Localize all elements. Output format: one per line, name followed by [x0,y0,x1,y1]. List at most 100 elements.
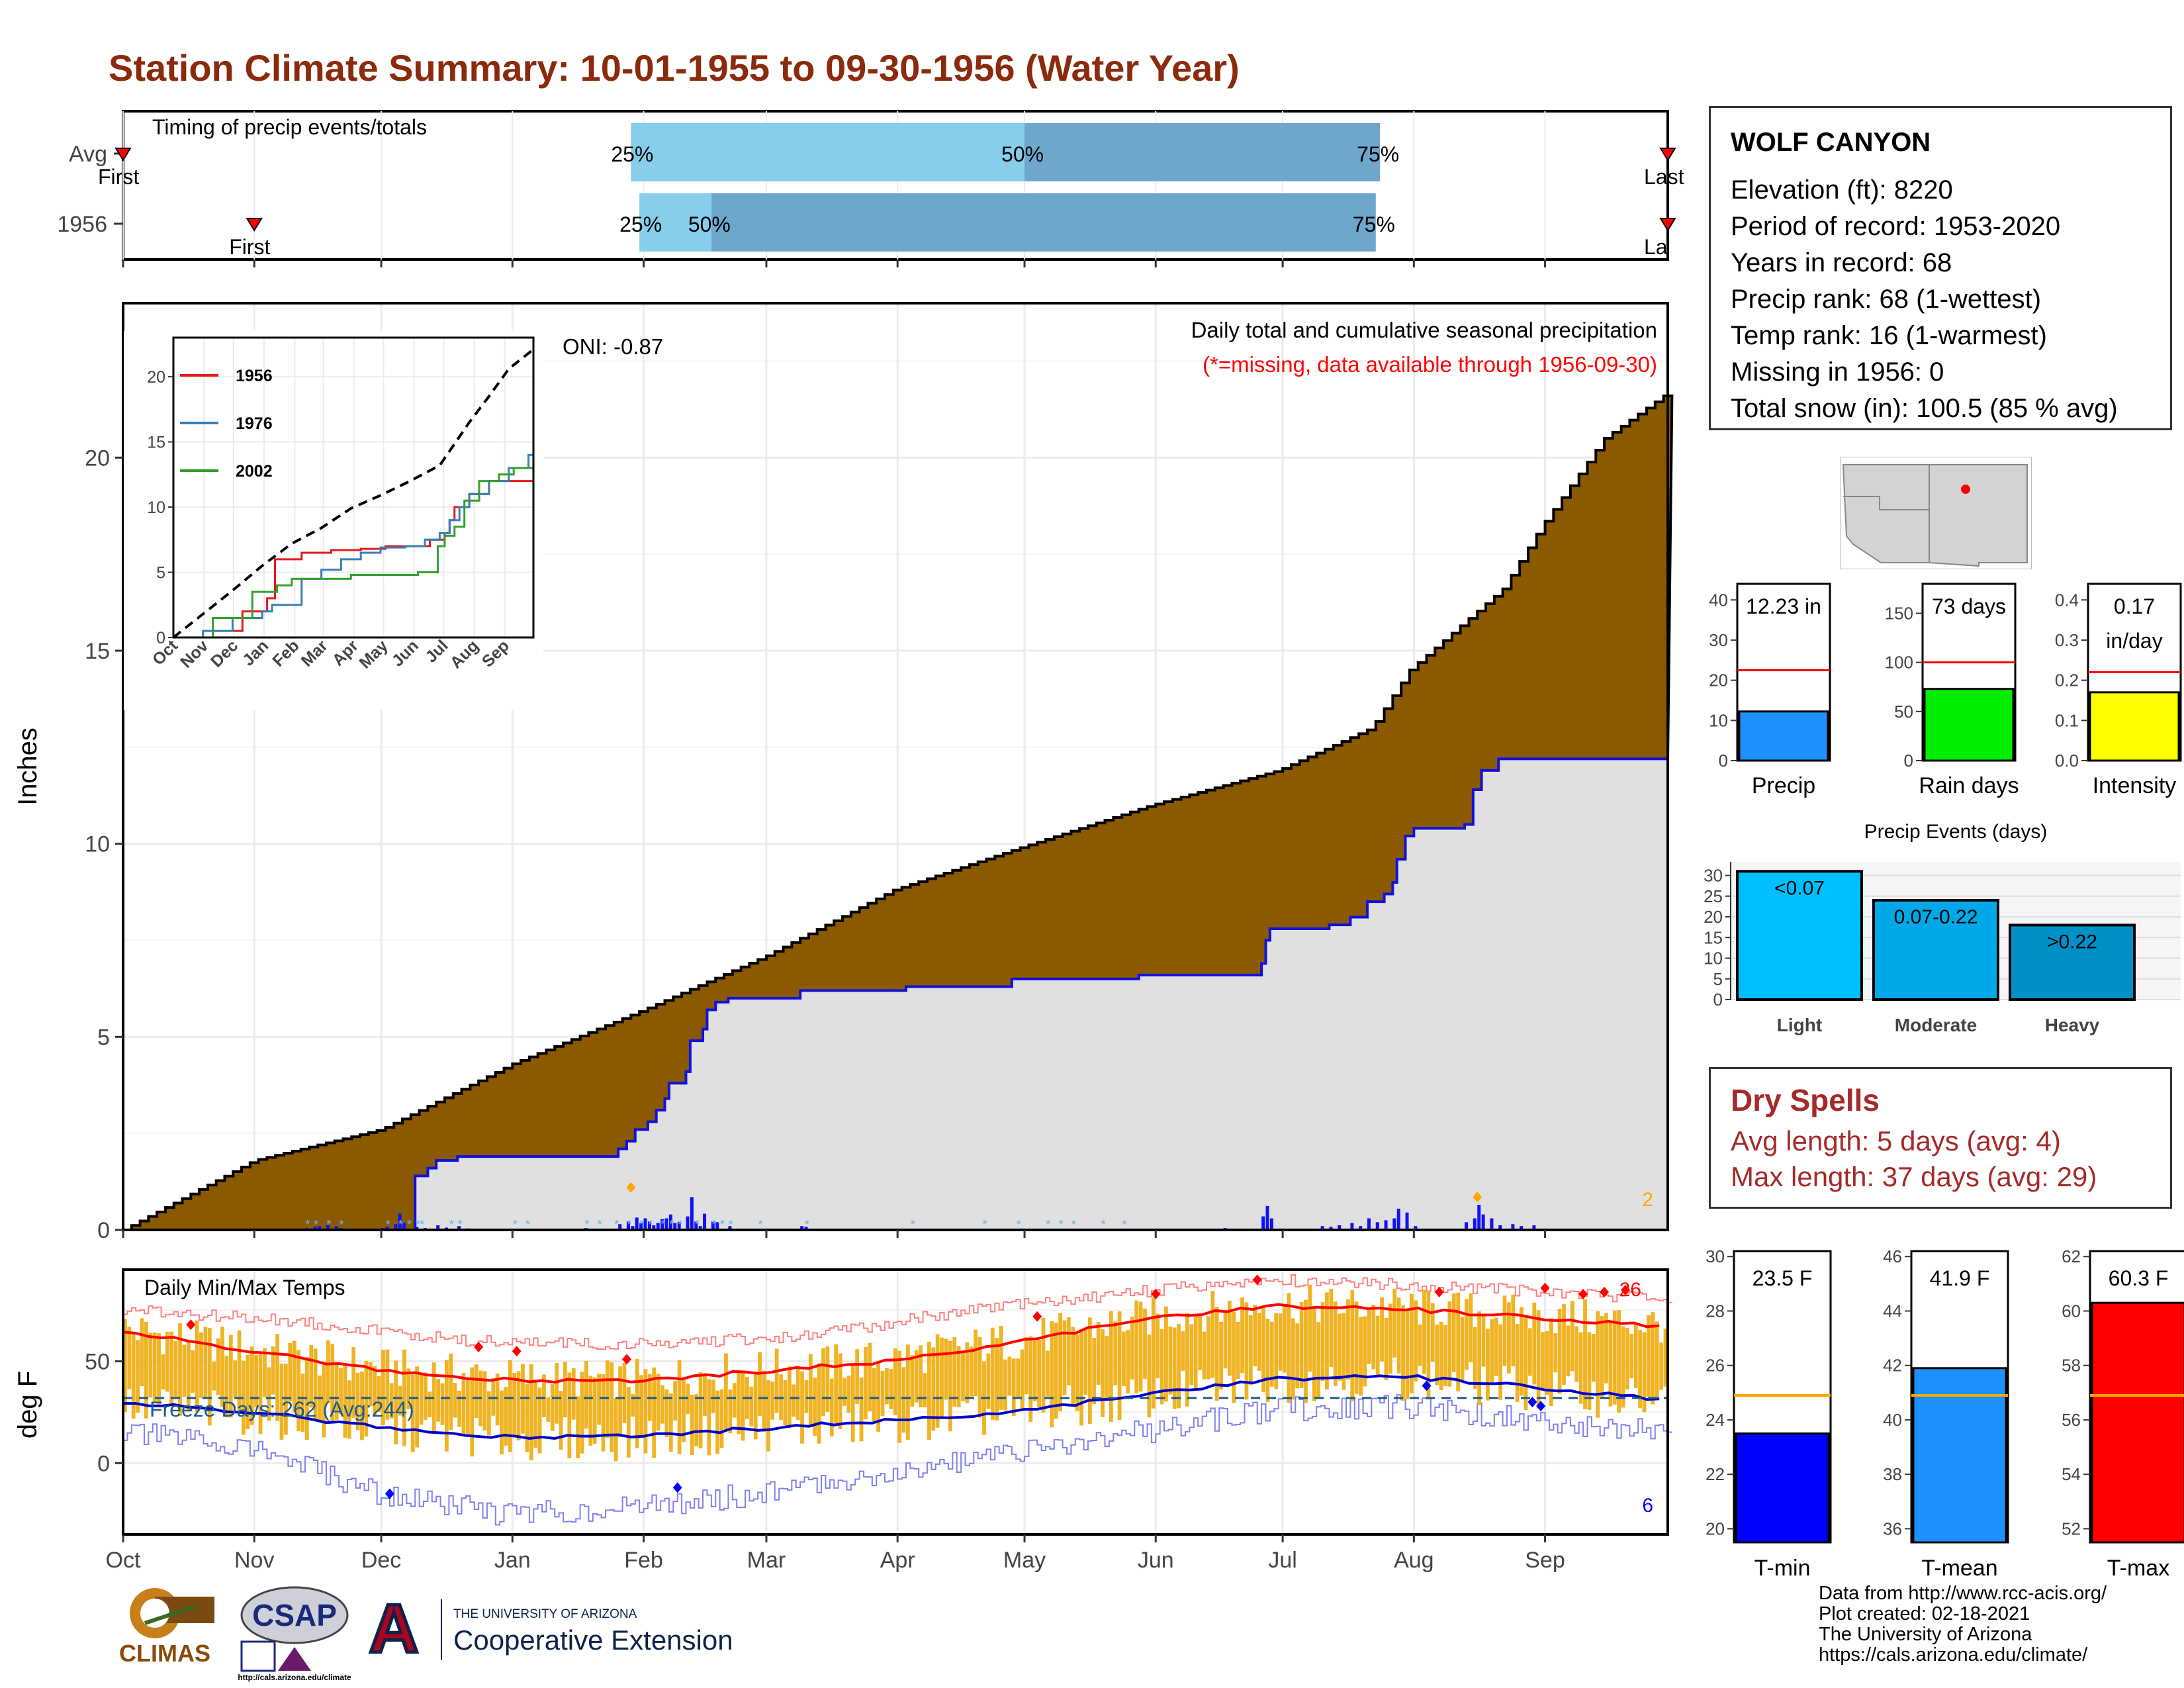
daily-precip-bar [1359,1226,1363,1230]
daily-precip-bar [643,1218,647,1230]
daily-precip-bar [804,1227,808,1230]
daily-temp-bar [1507,1302,1511,1374]
daily-temp-bar [673,1381,678,1421]
daily-temp-bar [1130,1316,1134,1380]
last-event-marker [1659,148,1676,162]
daily-temp-bar [394,1360,398,1445]
daily-temp-bar [1481,1315,1486,1367]
tempmeans-ytick-label: 44 [1883,1301,1902,1321]
totals-value-label: 73 days [1932,594,2006,618]
timing-chart: Timing of precip events/totals Avg 25% 50% 7… [57,110,1684,267]
daily-temp-bar [1549,1318,1553,1407]
daily-temp-bar [453,1383,457,1418]
daily-temp-bar [605,1360,610,1438]
daily-temp-bar [178,1323,182,1416]
daily-temp-bar [465,1379,470,1436]
daily-temp-bar [838,1353,842,1429]
daily-temp-bar [1109,1311,1113,1422]
daily-temp-bar [1189,1324,1194,1385]
daily-temp-bar [783,1380,788,1426]
main-chart-title: Daily total and cumulative seasonal prec… [1191,318,1657,342]
daily-temp-bar [283,1364,288,1435]
events-bar-label: 0.07-0.22 [1894,906,1978,928]
station-info-box: WOLF CANYON Elevation (ft): 8220 Period … [1709,106,2172,430]
daily-temp-bar [377,1376,381,1413]
daily-temp-bar [546,1397,551,1422]
avg-tmax-line [122,1303,1660,1384]
daily-temp-bar [449,1353,453,1430]
daily-temp-bar [360,1371,364,1440]
snow-day-mark: * [1059,1218,1064,1231]
daily-temp-bar [948,1340,952,1432]
daily-temp-bar [440,1383,445,1425]
daily-temp-bar [495,1374,500,1426]
snow-day-mark: * [911,1218,915,1231]
daily-temp-bar [1562,1304,1566,1385]
daily-temp-bar [300,1373,305,1432]
tempmeans-category-label: T-min [1754,1556,1811,1581]
daily-precip-bar [711,1221,715,1230]
daily-temp-bar [969,1346,974,1397]
daily-temp-bar [1219,1321,1223,1389]
record-high-marker [1434,1286,1444,1297]
daily-temp-bar [601,1374,606,1452]
month-label: Jul [1268,1548,1297,1573]
snow-day-mark: * [386,1218,390,1231]
daily-temp-bar [1608,1321,1613,1407]
snow-day-mark: * [805,1218,809,1231]
timing-bar-50-75 [1024,123,1381,181]
daily-temp-bar [144,1321,148,1419]
events-bar [1736,870,1863,1001]
daily-temp-bar [368,1362,373,1407]
daily-temp-bar [334,1362,339,1420]
daily-temp-bar [999,1325,1003,1410]
totals-value-label: in/day [2106,629,2162,653]
daily-temp-bar [1587,1332,1592,1410]
record-high-marker [1621,1284,1631,1295]
tempmeans-ytick-label: 26 [1706,1356,1725,1376]
daily-temp-bar [1638,1329,1643,1409]
ua-cooperative-extension-logo: A THE UNIVERSITY OF ARIZONA Cooperative … [361,1594,733,1667]
month-label: Sep [1525,1548,1565,1573]
month-label: Aug [1394,1548,1434,1573]
daily-precip-bar [631,1226,635,1230]
daily-temp-bar [1617,1310,1621,1413]
daily-temp-bar [1447,1301,1452,1387]
daily-temp-bar [588,1376,593,1446]
daily-temp-bar [1401,1305,1405,1401]
main-ytick-label: 10 [85,832,110,857]
daily-temp-bar [766,1380,770,1452]
record-high-count: 26 [1619,1279,1641,1301]
snow-day-mark: * [982,1218,987,1231]
last-event-label: La [1644,235,1668,259]
csap-logo: CSAP http://cals.arizona.edu/climate [238,1586,351,1682]
daily-temp-bar [406,1368,411,1409]
totals-category-label: Rain days [1919,773,2019,798]
snow-day-mark: * [648,1218,653,1231]
daily-temp-bar [550,1384,555,1431]
daily-temp-bar [668,1393,673,1452]
snow-day-mark: * [695,1218,700,1231]
daily-temp-bar [402,1349,406,1446]
daily-temp-bar [1117,1311,1122,1421]
totals-category-label: Precip [1752,773,1815,798]
location-map [1840,457,2032,569]
daily-temp-bar [707,1379,711,1456]
page-title: Station Climate Summary: 10-01-1955 to 0… [109,47,1240,89]
daily-temp-bar [152,1332,157,1403]
totals-bar [1923,688,2015,762]
month-label: May [1003,1548,1046,1573]
oni-label: ONI: -0.87 [563,334,663,359]
events-title: Precip Events (days) [1864,821,2048,843]
daily-precip-bar [1392,1218,1396,1230]
snow-day-mark: * [513,1218,518,1231]
daily-temp-bar [1138,1301,1143,1392]
daily-temp-bar [1032,1340,1037,1401]
daily-precip-bar [1520,1226,1524,1230]
daily-temp-bar [123,1319,127,1413]
timing-p75-label: 75% [1353,212,1395,236]
record-high-marker [1032,1311,1042,1322]
daily-precip-bar [652,1225,656,1230]
snow-day-mark: * [614,1218,619,1231]
tempmeans-ytick-label: 60 [2062,1301,2081,1321]
